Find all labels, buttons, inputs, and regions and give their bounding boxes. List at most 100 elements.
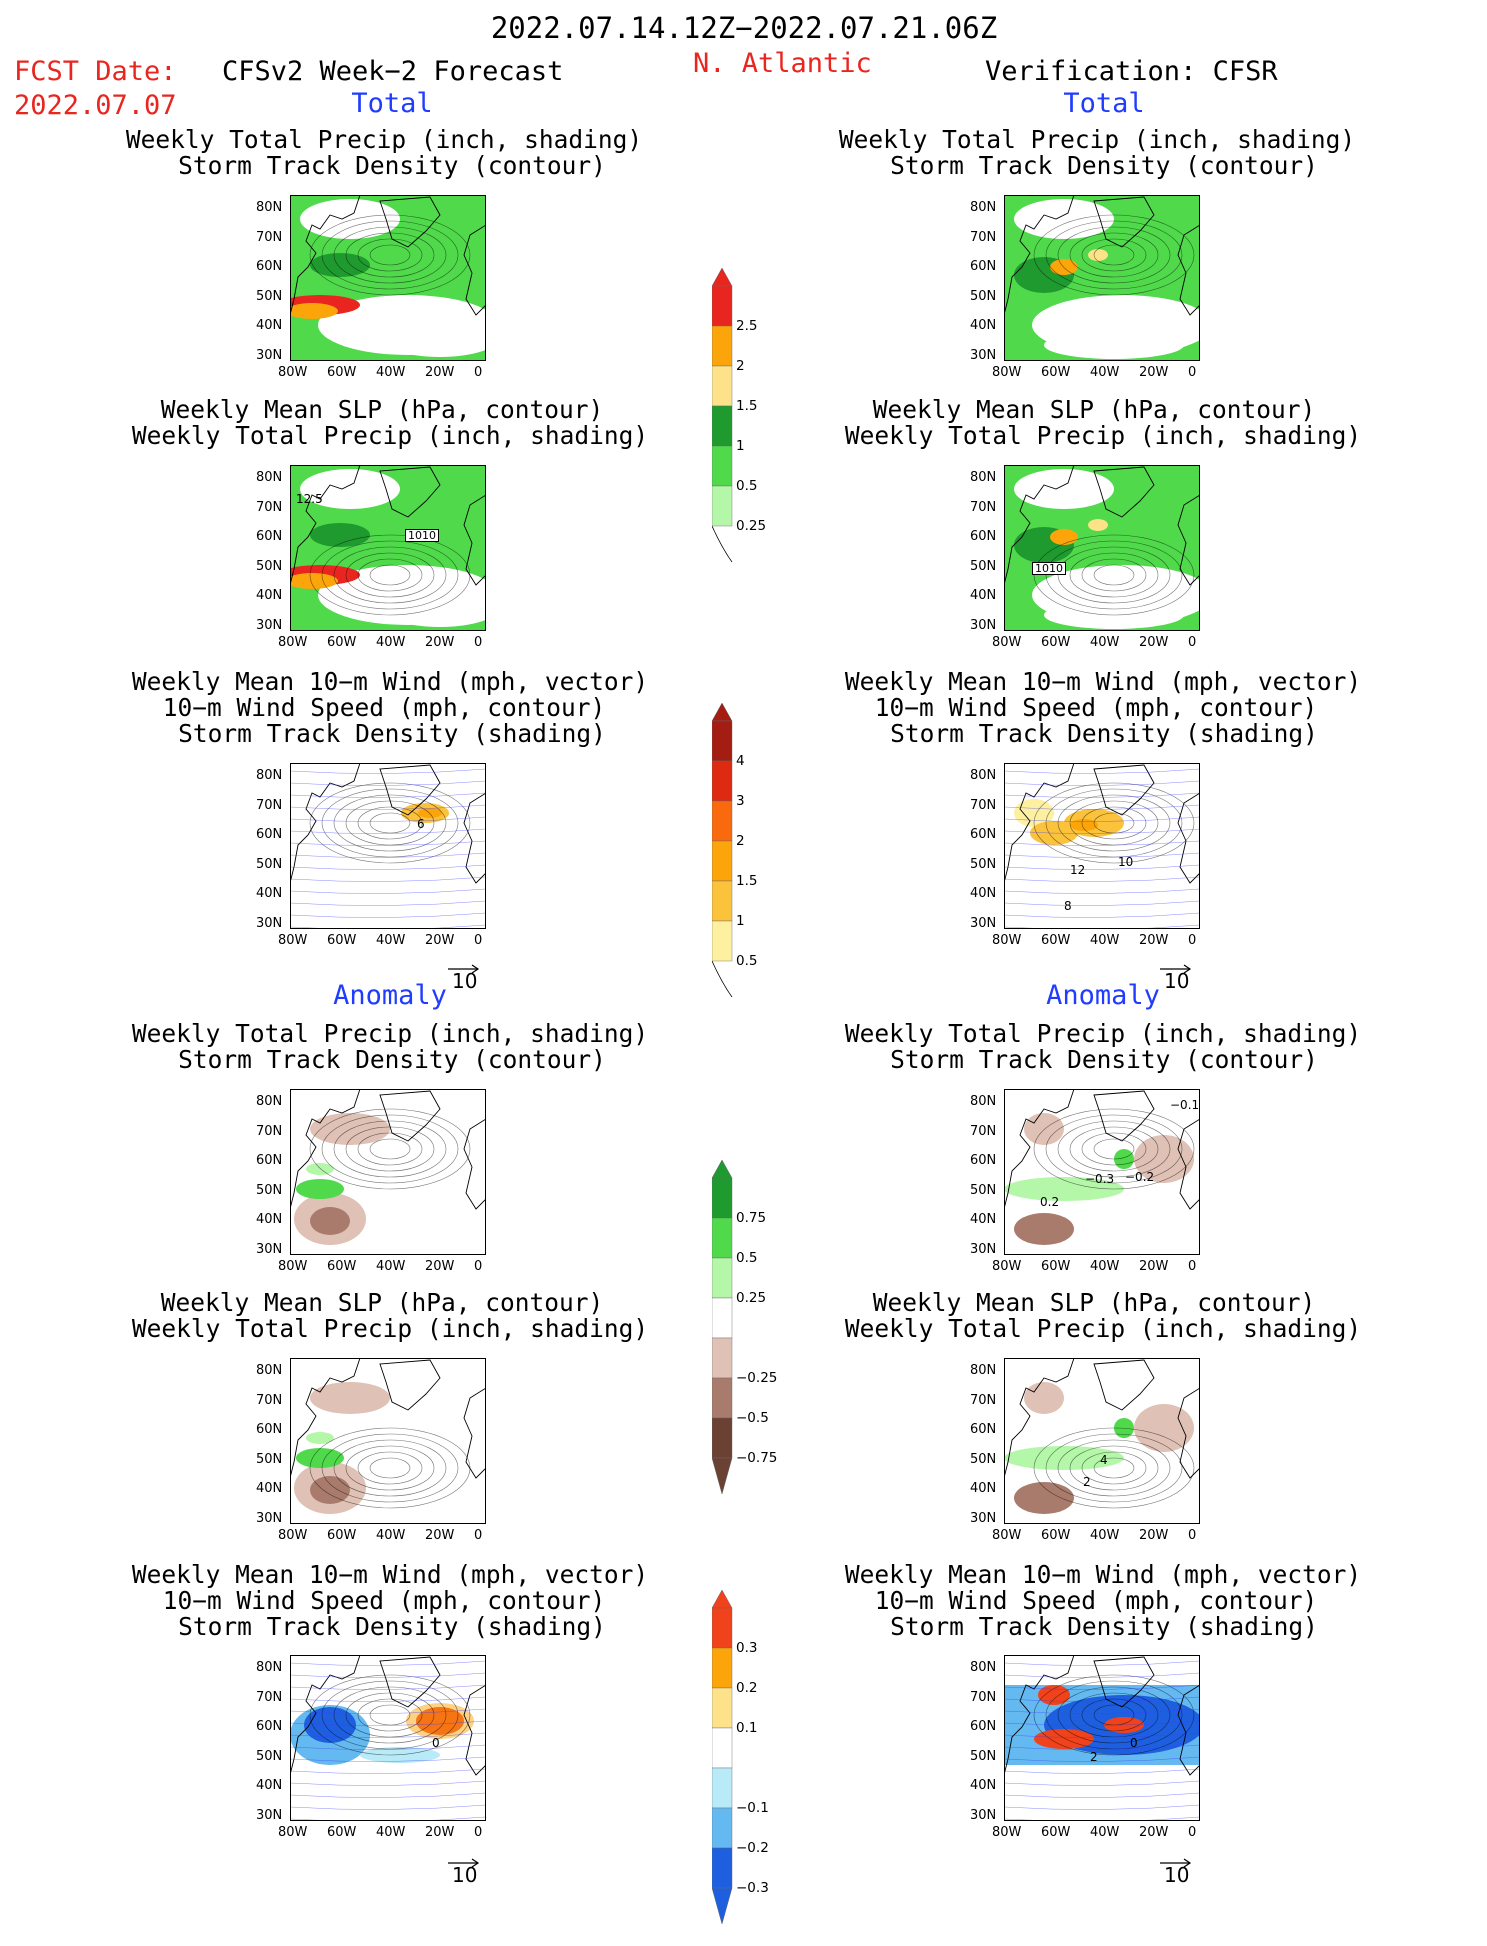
lon-label: 20W (1139, 1825, 1169, 1840)
lat-label: 80N (970, 1363, 997, 1378)
lat-label: 70N (256, 1123, 283, 1139)
lat-label: 50N (256, 856, 283, 872)
title-precip-storm-1-r: Weekly Total Precip (inch, shading) (838, 125, 1356, 154)
title-slp-precip-2-r: Weekly Total Precip (inch, shading) (844, 421, 1362, 450)
title-anom-wind-storm-2-l: 10−m Wind Speed (mph, contour) (162, 1586, 606, 1615)
lat-label: 50N (970, 1182, 997, 1198)
lat-label: 40N (256, 1212, 283, 1227)
colorbar-label: 2.5 (736, 318, 758, 334)
slp-anom-label-2: 2 (1083, 1475, 1091, 1489)
wind-label-10: 10 (1118, 855, 1134, 869)
lat-label: 30N (256, 1241, 283, 1257)
lat-label: 60N (970, 259, 997, 274)
lat-label: 30N (256, 617, 283, 633)
map-wind-storm-fcst (290, 763, 486, 929)
lat-label: 50N (970, 1748, 997, 1764)
lon-label: 20W (425, 365, 455, 380)
colorbar-storm_anom (711, 1589, 736, 1946)
map-anom-wind-storm-fcst (290, 1655, 486, 1821)
lat-label: 50N (256, 1451, 283, 1467)
lat-label: 30N (256, 915, 283, 931)
map-slp-precip-cfsr (1004, 465, 1200, 631)
fcst-date-label: FCST Date: (14, 56, 177, 87)
map-precip-storm-fcst (290, 195, 486, 361)
vector-ref-value-1: 10 (452, 969, 478, 993)
colorbar-label: 0.3 (736, 1640, 758, 1656)
wind-anom-label-0-l: 0 (432, 1736, 440, 1750)
title-anom-precip-storm-2-r: Storm Track Density (contour) (890, 1045, 1318, 1074)
lon-label: 80W (992, 1528, 1022, 1543)
lat-label: 30N (970, 347, 997, 363)
colorbar-label: 2 (736, 358, 745, 374)
title-slp-precip-2-l: Weekly Total Precip (inch, shading) (131, 421, 649, 450)
lat-label: 50N (970, 558, 997, 574)
colorbar-label: 0.25 (736, 518, 767, 534)
lat-label: 30N (256, 1510, 283, 1526)
lon-label: 80W (278, 933, 308, 948)
lon-label: 80W (992, 365, 1022, 380)
title-wind-storm-3-l: Storm Track Density (shading) (178, 719, 606, 748)
lon-label: 40W (1090, 1259, 1120, 1274)
lat-label: 60N (970, 1719, 997, 1734)
slp-label-1010-r: 1010 (1032, 562, 1066, 575)
lat-label: 50N (256, 1748, 283, 1764)
lon-label: 20W (425, 1259, 455, 1274)
vector-ref-value-2: 10 (1164, 969, 1190, 993)
title-anom-slp-precip-2-l: Weekly Total Precip (inch, shading) (131, 1314, 649, 1343)
colorbar-label: 1 (736, 913, 745, 929)
colorbar-label: 1 (736, 438, 745, 454)
lat-label: 70N (256, 1392, 283, 1408)
map-slp-precip-fcst (290, 465, 486, 631)
lon-label: 0 (1188, 635, 1197, 650)
lon-label: 0 (1188, 933, 1197, 948)
lat-label: 30N (256, 347, 283, 363)
map-anom-wind-storm-cfsr (1004, 1655, 1200, 1821)
lon-label: 40W (1090, 1825, 1120, 1840)
section-anomaly-right: Anomaly (1046, 980, 1160, 1011)
lon-label: 20W (425, 933, 455, 948)
colorbar-precip_total (711, 267, 736, 584)
lon-label: 80W (278, 1528, 308, 1543)
lat-label: 70N (970, 1123, 997, 1139)
vector-ref-arrow-2 (1158, 955, 1194, 979)
wind-anom-label-0-r: 0 (1130, 1736, 1138, 1750)
lat-label: 40N (970, 1778, 997, 1793)
lon-label: 0 (1188, 1528, 1197, 1543)
forecast-title: CFSv2 Week−2 Forecast (222, 56, 564, 87)
lon-label: 20W (1139, 933, 1169, 948)
colorbar-storm_total (711, 702, 736, 1019)
title-anom-wind-storm-2-r: 10−m Wind Speed (mph, contour) (874, 1586, 1318, 1615)
lon-label: 40W (376, 365, 406, 380)
lon-label: 0 (474, 1825, 483, 1840)
lat-label: 70N (970, 499, 997, 515)
vector-ref-value-4: 10 (1164, 1863, 1190, 1887)
title-anom-wind-storm-1-r: Weekly Mean 10−m Wind (mph, vector) (844, 1560, 1362, 1589)
lat-label: 80N (970, 470, 997, 485)
title-anom-precip-storm-1-r: Weekly Total Precip (inch, shading) (844, 1019, 1362, 1048)
lon-label: 40W (1090, 365, 1120, 380)
lat-label: 30N (970, 1241, 997, 1257)
lat-label: 80N (970, 768, 997, 783)
lat-label: 80N (256, 1094, 283, 1109)
title-anom-precip-storm-1-l: Weekly Total Precip (inch, shading) (131, 1019, 649, 1048)
map-wind-storm-cfsr (1004, 763, 1200, 929)
lon-label: 0 (474, 1259, 483, 1274)
anom-label-02: 0.2 (1040, 1195, 1060, 1209)
title-wind-storm-2-l: 10−m Wind Speed (mph, contour) (162, 693, 606, 722)
lon-label: 40W (1090, 933, 1120, 948)
lon-label: 40W (1090, 635, 1120, 650)
map-precip-storm-cfsr (1004, 195, 1200, 361)
colorbar-label: 4 (736, 753, 745, 769)
lon-label: 0 (474, 933, 483, 948)
lon-label: 80W (992, 635, 1022, 650)
wind-label-8: 8 (1064, 899, 1072, 913)
title-anom-wind-storm-3-r: Storm Track Density (shading) (890, 1612, 1318, 1641)
lat-label: 30N (970, 617, 997, 633)
lat-label: 80N (256, 470, 283, 485)
title-anom-precip-storm-2-l: Storm Track Density (contour) (178, 1045, 606, 1074)
lat-label: 60N (256, 529, 283, 544)
lon-label: 0 (1188, 1825, 1197, 1840)
colorbar-label: 1.5 (736, 398, 758, 414)
lat-label: 50N (970, 288, 997, 304)
colorbar-label: 0.1 (736, 1720, 758, 1736)
